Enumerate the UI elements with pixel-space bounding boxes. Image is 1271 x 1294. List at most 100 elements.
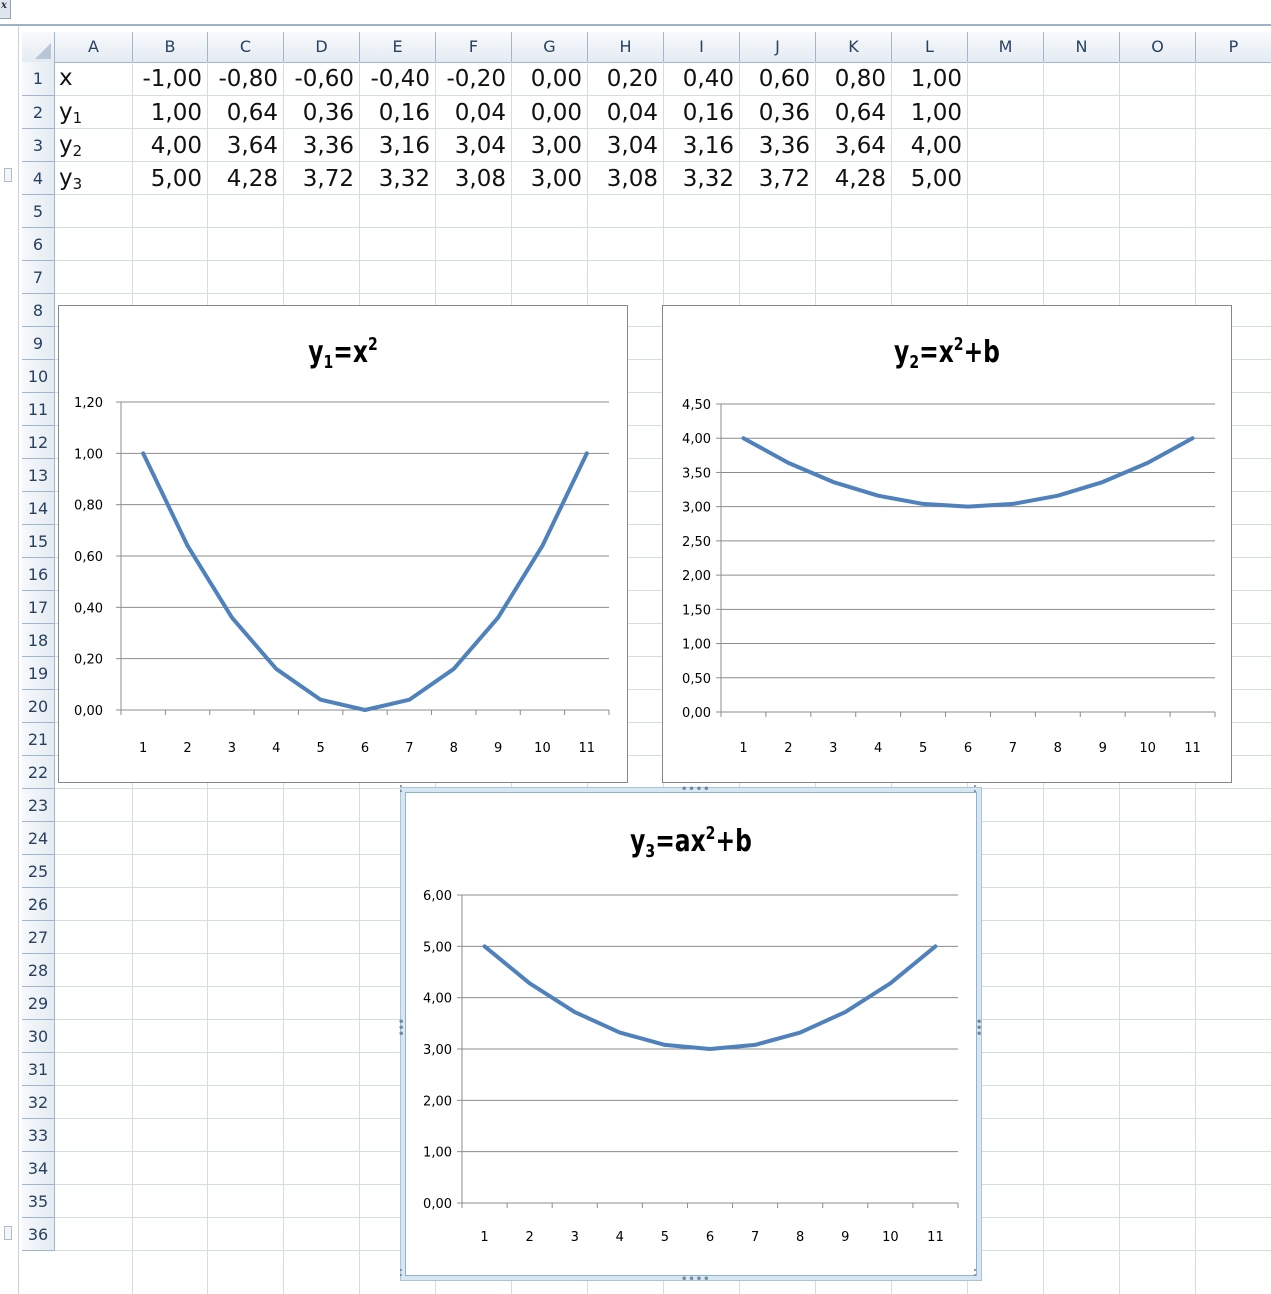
column-header-c[interactable]: C: [208, 32, 284, 62]
column-header-i[interactable]: I: [664, 32, 740, 62]
row-header-16[interactable]: 16: [22, 558, 54, 591]
chart-y2[interactable]: y2=x2+b 0,00 0,50 1,00 1,50 2,00 2,50 3,00 3,50…: [662, 305, 1232, 783]
cell-value[interactable]: -0,40: [370, 66, 430, 92]
row-header-9[interactable]: 9: [22, 327, 54, 360]
row-header-27[interactable]: 27: [22, 921, 54, 954]
cell-value[interactable]: 3,64: [834, 133, 886, 159]
column-header-o[interactable]: O: [1120, 32, 1196, 62]
cell-value[interactable]: 3,32: [378, 166, 430, 192]
row-header-22[interactable]: 22: [22, 756, 54, 789]
cell-value[interactable]: -0,60: [294, 66, 354, 92]
row-header-8[interactable]: 8: [22, 294, 54, 327]
resize-handle-left[interactable]: • • •: [398, 1017, 406, 1040]
row-header-1[interactable]: 1: [22, 62, 54, 96]
cell-value[interactable]: 3,00: [530, 166, 582, 192]
cell-value[interactable]: 3,04: [606, 133, 658, 159]
row-header-18[interactable]: 18: [22, 624, 54, 657]
row-header-33[interactable]: 33: [22, 1119, 54, 1152]
cell-label[interactable]: y1: [59, 99, 82, 127]
row-header-24[interactable]: 24: [22, 822, 54, 855]
cell-value[interactable]: 3,64: [226, 133, 278, 159]
column-header-l[interactable]: L: [892, 32, 968, 62]
select-all-button[interactable]: [22, 32, 55, 62]
column-header-g[interactable]: G: [512, 32, 588, 62]
cell-value[interactable]: -0,80: [218, 66, 278, 92]
cell-value[interactable]: 0,80: [834, 66, 886, 92]
cell-value[interactable]: 0,16: [378, 100, 430, 126]
column-header-b[interactable]: B: [133, 32, 208, 62]
resize-handle-corner[interactable]: ⁚: [399, 784, 404, 795]
row-header-5[interactable]: 5: [22, 195, 54, 228]
cell-value[interactable]: 3,00: [530, 133, 582, 159]
chart-y1[interactable]: y1=x2 0,00 0,20 0,40 0,60 0,80 1,00 1,20 1 2 3 4 5 6…: [58, 305, 628, 783]
cell-value[interactable]: 3,72: [302, 166, 354, 192]
cell-value[interactable]: 1,00: [910, 100, 962, 126]
column-header-m[interactable]: M: [968, 32, 1044, 62]
row-header-6[interactable]: 6: [22, 228, 54, 261]
row-header-17[interactable]: 17: [22, 591, 54, 624]
row-header-23[interactable]: 23: [22, 789, 54, 822]
row-header-13[interactable]: 13: [22, 459, 54, 492]
resize-handle-right[interactable]: • • •: [976, 1017, 984, 1040]
fx-icon[interactable]: x: [0, 0, 11, 19]
cell-value[interactable]: 5,00: [150, 166, 202, 192]
column-header-d[interactable]: D: [284, 32, 360, 62]
row-header-35[interactable]: 35: [22, 1185, 54, 1218]
cell-value[interactable]: 3,08: [606, 166, 658, 192]
row-header-29[interactable]: 29: [22, 987, 54, 1020]
cell-value[interactable]: 0,16: [682, 100, 734, 126]
row-header-3[interactable]: 3: [22, 129, 54, 162]
cell-value[interactable]: 0,64: [834, 100, 886, 126]
column-header-k[interactable]: K: [816, 32, 892, 62]
row-header-7[interactable]: 7: [22, 261, 54, 294]
row-header-2[interactable]: 2: [22, 96, 54, 129]
row-header-30[interactable]: 30: [22, 1020, 54, 1053]
cell-value[interactable]: 3,36: [302, 133, 354, 159]
cell-value[interactable]: 1,00: [910, 66, 962, 92]
cell-value[interactable]: 3,16: [378, 133, 430, 159]
cell-value[interactable]: 3,16: [682, 133, 734, 159]
cell-value[interactable]: 0,04: [606, 100, 658, 126]
cell-value[interactable]: 0,36: [758, 100, 810, 126]
pane-control[interactable]: [4, 168, 12, 182]
pane-control[interactable]: [4, 1226, 12, 1240]
row-header-11[interactable]: 11: [22, 393, 54, 426]
row-header-20[interactable]: 20: [22, 690, 54, 723]
row-header-12[interactable]: 12: [22, 426, 54, 459]
cell-label[interactable]: y2: [59, 132, 82, 160]
cell-value[interactable]: 4,28: [226, 166, 278, 192]
chart-y3[interactable]: y3=ax2+b 0,00 1,00 2,00 3,00 4,00 5,00 6,00 1 2 3…: [405, 792, 977, 1276]
cell-label[interactable]: y3: [59, 165, 82, 193]
cell-value[interactable]: 3,04: [454, 133, 506, 159]
row-header-31[interactable]: 31: [22, 1053, 54, 1086]
cell-value[interactable]: 0,04: [454, 100, 506, 126]
row-header-4[interactable]: 4: [22, 162, 54, 195]
cell-value[interactable]: 3,08: [454, 166, 506, 192]
row-header-25[interactable]: 25: [22, 855, 54, 888]
column-header-j[interactable]: J: [740, 32, 816, 62]
row-header-14[interactable]: 14: [22, 492, 54, 525]
resize-handle-top[interactable]: ••••: [681, 784, 711, 795]
cell-value[interactable]: 4,00: [910, 133, 962, 159]
row-header-15[interactable]: 15: [22, 525, 54, 558]
column-header-n[interactable]: N: [1044, 32, 1120, 62]
cell-value[interactable]: 5,00: [910, 166, 962, 192]
cell-value[interactable]: 4,28: [834, 166, 886, 192]
row-header-28[interactable]: 28: [22, 954, 54, 987]
cell-value[interactable]: 1,00: [150, 100, 202, 126]
row-header-32[interactable]: 32: [22, 1086, 54, 1119]
cell-value[interactable]: 0,40: [682, 66, 734, 92]
column-header-e[interactable]: E: [360, 32, 436, 62]
column-header-h[interactable]: H: [588, 32, 664, 62]
cell-value[interactable]: 0,36: [302, 100, 354, 126]
row-header-21[interactable]: 21: [22, 723, 54, 756]
cell-value[interactable]: -0,20: [446, 66, 506, 92]
column-header-f[interactable]: F: [436, 32, 512, 62]
cell-value[interactable]: 0,00: [530, 66, 582, 92]
cell-label[interactable]: x: [59, 65, 73, 93]
cell-value[interactable]: 3,36: [758, 133, 810, 159]
resize-handle-bottom[interactable]: ••••: [681, 1274, 711, 1285]
resize-handle-corner[interactable]: ⁚: [973, 784, 978, 795]
cell-value[interactable]: -1,00: [142, 66, 202, 92]
cell-value[interactable]: 0,20: [606, 66, 658, 92]
